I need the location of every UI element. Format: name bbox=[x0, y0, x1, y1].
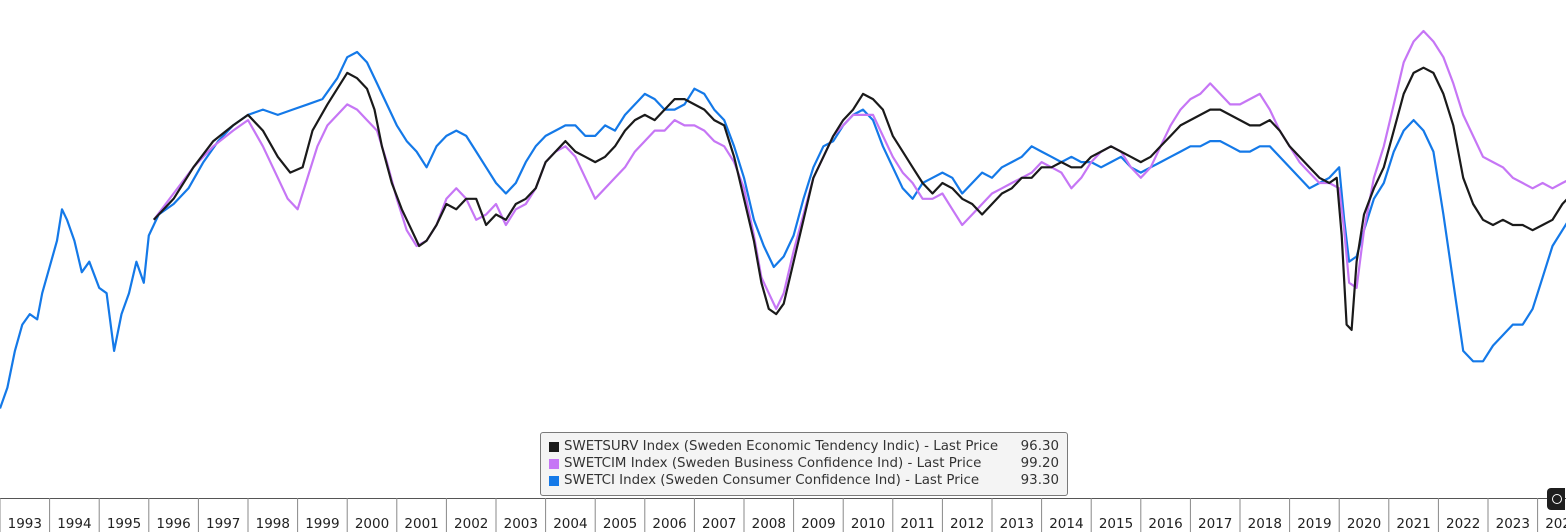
x-tick-label: 2022 bbox=[1446, 516, 1480, 532]
x-tick-label: 2005 bbox=[603, 516, 637, 532]
series-line-swetsurv bbox=[152, 66, 1566, 331]
x-tick-label: 2021 bbox=[1396, 516, 1430, 532]
x-tick-label: 1996 bbox=[156, 516, 190, 532]
x-tick-label: 2015 bbox=[1099, 516, 1133, 532]
x-tick-label: 1999 bbox=[305, 516, 339, 532]
x-tick-label: 1994 bbox=[57, 516, 91, 532]
legend: SWETSURV Index (Sweden Economic Tendency… bbox=[540, 432, 1068, 496]
x-tick-label: 2000 bbox=[355, 516, 389, 532]
legend-swatch-swetcim bbox=[549, 458, 559, 469]
legend-item-swetsurv: SWETSURV Index (Sweden Economic Tendency… bbox=[549, 438, 1059, 455]
x-tick-label: 2014 bbox=[1049, 516, 1083, 532]
x-axis-ticks: 1993 1994 1995 1996 1997 1998 1999 2000 2001 2002… bbox=[0, 498, 1566, 532]
legend-swatch-swetsurv bbox=[549, 441, 559, 452]
x-tick-label: 2004 bbox=[553, 516, 587, 532]
x-tick-label: 2018 bbox=[1248, 516, 1282, 532]
x-tick-label: 2016 bbox=[1148, 516, 1182, 532]
x-tick-label: 2019 bbox=[1297, 516, 1331, 532]
x-tick-label: 2023 bbox=[1496, 516, 1530, 532]
x-tick-label: 1993 bbox=[8, 516, 42, 532]
chart-navigator-icon[interactable] bbox=[1547, 488, 1565, 510]
x-tick-label: 1995 bbox=[107, 516, 141, 532]
x-tick-label: 1998 bbox=[256, 516, 290, 532]
legend-label: SWETCI Index (Sweden Consumer Confidence… bbox=[564, 473, 980, 488]
x-tick-label: 2010 bbox=[851, 516, 885, 532]
x-tick-label: 2013 bbox=[1000, 516, 1034, 532]
x-tick-label: 2009 bbox=[801, 516, 835, 532]
legend-item-swetci: SWETCI Index (Sweden Consumer Confidence… bbox=[549, 472, 1059, 489]
legend-swatch-swetci bbox=[549, 475, 559, 486]
series-layer bbox=[0, 29, 1566, 409]
x-tick-label: 2017 bbox=[1198, 516, 1232, 532]
series-line-swetcim bbox=[152, 29, 1566, 310]
legend-last-price: 99.20 bbox=[1020, 456, 1059, 471]
x-tick-label: 2020 bbox=[1347, 516, 1381, 532]
x-tick-label: 2007 bbox=[702, 516, 736, 532]
legend-last-price: 93.30 bbox=[1020, 473, 1059, 488]
legend-label: SWETCIM Index (Sweden Business Confidenc… bbox=[564, 456, 982, 471]
x-tick-label: 1997 bbox=[206, 516, 240, 532]
x-tick-label: 2001 bbox=[404, 516, 438, 532]
x-tick-label: 2012 bbox=[950, 516, 984, 532]
x-tick-label: 2003 bbox=[504, 516, 538, 532]
x-tick-label: 2002 bbox=[454, 516, 488, 532]
series-line-swetci bbox=[0, 50, 1566, 409]
x-tick-label: 2008 bbox=[752, 516, 786, 532]
legend-item-swetcim: SWETCIM Index (Sweden Business Confidenc… bbox=[549, 455, 1059, 472]
x-tick-label: 2011 bbox=[900, 516, 934, 532]
legend-last-price: 96.30 bbox=[1020, 439, 1059, 454]
x-tick-label: 2024 bbox=[1545, 516, 1566, 532]
legend-label: SWETSURV Index (Sweden Economic Tendency… bbox=[564, 439, 999, 454]
x-tick-label: 2006 bbox=[652, 516, 686, 532]
